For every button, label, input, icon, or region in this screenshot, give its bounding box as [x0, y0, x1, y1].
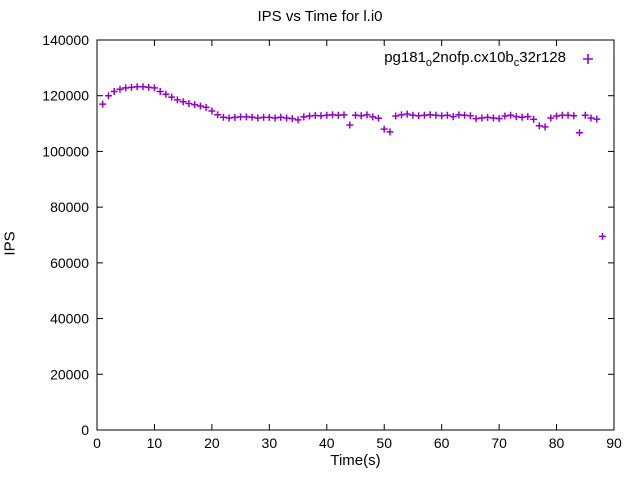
x-axis-label: Time(s) — [330, 452, 381, 469]
tick-label: 80000 — [50, 199, 89, 215]
tick-label: 50 — [376, 435, 392, 451]
tick-label: 20000 — [50, 366, 89, 382]
tick-label: 0 — [81, 422, 89, 438]
tick-label: 40 — [319, 435, 335, 451]
plot-border — [96, 39, 615, 431]
tick-label: 70 — [491, 435, 507, 451]
tick-label: 40000 — [50, 311, 89, 327]
legend-plus-marker-icon — [583, 54, 593, 64]
tick-label: 60000 — [50, 255, 89, 271]
tick-label: 140000 — [42, 32, 89, 48]
chart-title: IPS vs Time for l.i0 — [257, 8, 383, 25]
legend-label: pg181o2nofp.cx10bc32r128 — [384, 49, 566, 69]
series-points — [99, 83, 606, 240]
tick-label: 80 — [549, 435, 565, 451]
tick-label: 100000 — [42, 143, 89, 159]
tick-label: 10 — [147, 435, 163, 451]
tick-label: 90 — [606, 435, 622, 451]
tick-label: 30 — [262, 435, 278, 451]
tick-label: 120000 — [42, 88, 89, 104]
tick-label: 60 — [434, 435, 450, 451]
legend: pg181o2nofp.cx10bc32r128 — [384, 49, 594, 69]
y-axis-label: IPS — [1, 231, 19, 256]
tick-label: 0 — [93, 435, 101, 451]
tick-label: 20 — [204, 435, 220, 451]
